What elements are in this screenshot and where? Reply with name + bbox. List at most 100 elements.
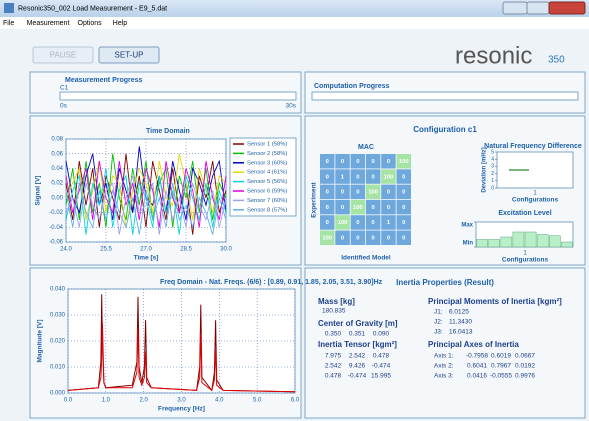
y-tick-label: 4 — [491, 157, 494, 163]
pause-label[interactable]: PAUSE — [50, 51, 77, 60]
legend-label: Sensor 3 (60%) — [247, 160, 287, 166]
section-heading: Principal Moments of Inertia [kgm²] — [428, 297, 562, 306]
y-tick-label: 0.02 — [51, 181, 63, 187]
mac-value: 100 — [384, 174, 394, 180]
mac-cell — [396, 215, 411, 230]
x-tick-label: 1 — [533, 191, 537, 197]
menu-item[interactable]: File — [3, 20, 14, 27]
mac-value: 0 — [402, 236, 405, 242]
mac-value: 0 — [326, 159, 329, 165]
mac-value: 0 — [402, 174, 405, 180]
y-tick-label: 0.020 — [50, 339, 66, 345]
y-tick-label: 0.08 — [51, 137, 63, 143]
y-tick-label: -0.02 — [49, 210, 63, 216]
value: -0.474 — [372, 363, 391, 370]
mac-cell — [365, 169, 381, 184]
panel-title: Configuration c1 — [413, 125, 477, 134]
mac-value: 0 — [372, 174, 375, 180]
value: 2.542 — [325, 363, 342, 370]
x-axis-label: Time [s] — [134, 255, 159, 262]
value: 0.0416 — [467, 373, 487, 380]
window-title: Resonic350_002 Load Measurement - E9_5.d… — [18, 5, 167, 12]
legend-label: Sensor 1 (58%) — [247, 142, 287, 148]
y-tick-label: 0.06 — [51, 151, 63, 157]
pause-button[interactable] — [32, 46, 94, 64]
mac-value: 100 — [322, 236, 332, 242]
value: 6.0125 — [449, 309, 469, 316]
mac-cell — [365, 184, 381, 200]
mac-value: 0 — [356, 190, 359, 196]
x-tick-label: 1.0 — [102, 398, 111, 404]
chart-title: Excitation Level — [498, 210, 551, 217]
maximize-button[interactable] — [526, 1, 550, 15]
setup-button[interactable] — [98, 46, 160, 64]
panel-title: Inertia Properties (Result) — [396, 278, 494, 287]
x-tick-label: 24.0 — [60, 247, 72, 253]
value: 0.6041 — [467, 363, 487, 370]
mac-cell — [365, 215, 381, 230]
value: 7.975 — [325, 353, 342, 360]
value: -0.474 — [348, 373, 367, 380]
mac-cell — [335, 169, 350, 184]
mac-value: 0 — [356, 159, 359, 165]
bar — [500, 236, 513, 248]
x-tick-label: 25.5 — [100, 247, 112, 253]
y-tick-label: Min — [463, 241, 474, 247]
bar — [488, 239, 500, 248]
y-tick-label: 0 — [491, 185, 494, 191]
mac-cell — [320, 230, 335, 245]
mac-cell — [320, 215, 335, 230]
x-tick-label: 27.0 — [140, 247, 152, 253]
mac-cell — [350, 169, 366, 184]
y-tick-label: 0.040 — [50, 287, 66, 293]
logo: resonic — [455, 42, 532, 69]
value: 2.542 — [349, 353, 366, 360]
mac-value: 0 — [402, 205, 405, 211]
mac-value: 1 — [387, 220, 391, 226]
mac-value: 0 — [341, 205, 344, 211]
mac-value: 0 — [387, 159, 390, 165]
mac-cell — [320, 154, 335, 169]
menu-item[interactable]: Measurement — [27, 20, 70, 27]
value: 9.426 — [349, 363, 366, 370]
mac-value: 0 — [387, 205, 390, 211]
y-tick-label: 5 — [491, 149, 494, 155]
y-tick-label: 0.04 — [51, 166, 63, 172]
y-tick-label: 0.010 — [50, 365, 66, 371]
section-heading: Inertia Tensor [kgm²] — [318, 340, 397, 349]
value: 0.478 — [373, 353, 390, 360]
value-label: Axis 1: — [434, 353, 454, 360]
mac-value: 0 — [341, 159, 344, 165]
bar — [512, 231, 525, 248]
setup-label[interactable]: SET-UP — [115, 51, 144, 60]
bar — [536, 234, 549, 248]
mac-cell — [381, 169, 396, 184]
mac-cell — [381, 230, 396, 245]
mac-cell — [381, 199, 396, 215]
y-tick-label: 3 — [491, 164, 494, 170]
mac-value: 0 — [402, 220, 405, 226]
mac-cell — [396, 184, 411, 200]
mac-value: 0 — [326, 205, 329, 211]
mac-cell — [320, 184, 335, 200]
close-button[interactable] — [548, 1, 586, 15]
y-axis-label: Experiment — [311, 181, 318, 217]
mac-cell — [335, 154, 350, 169]
series-line — [65, 153, 227, 228]
mac-value: 0 — [356, 236, 359, 242]
value: -0.7958 — [466, 353, 488, 360]
panel-title: Measurement Progress — [65, 77, 143, 84]
y-tick-label: -0.04 — [49, 225, 63, 231]
mac-value: 0 — [356, 174, 359, 180]
mac-value: 0 — [326, 190, 329, 196]
value: 0.478 — [325, 373, 342, 380]
minimize-button[interactable] — [502, 1, 528, 15]
series-line — [65, 153, 227, 235]
chart-title: Time Domain — [146, 128, 190, 135]
bar — [549, 235, 561, 248]
legend-label: Sensor 2 (58%) — [247, 151, 287, 157]
menu-item[interactable]: Options — [78, 20, 103, 27]
section-heading: Principal Axes of Inertia — [428, 340, 519, 349]
menu-item[interactable]: Help — [113, 20, 128, 27]
value: 0.0667 — [515, 353, 535, 360]
